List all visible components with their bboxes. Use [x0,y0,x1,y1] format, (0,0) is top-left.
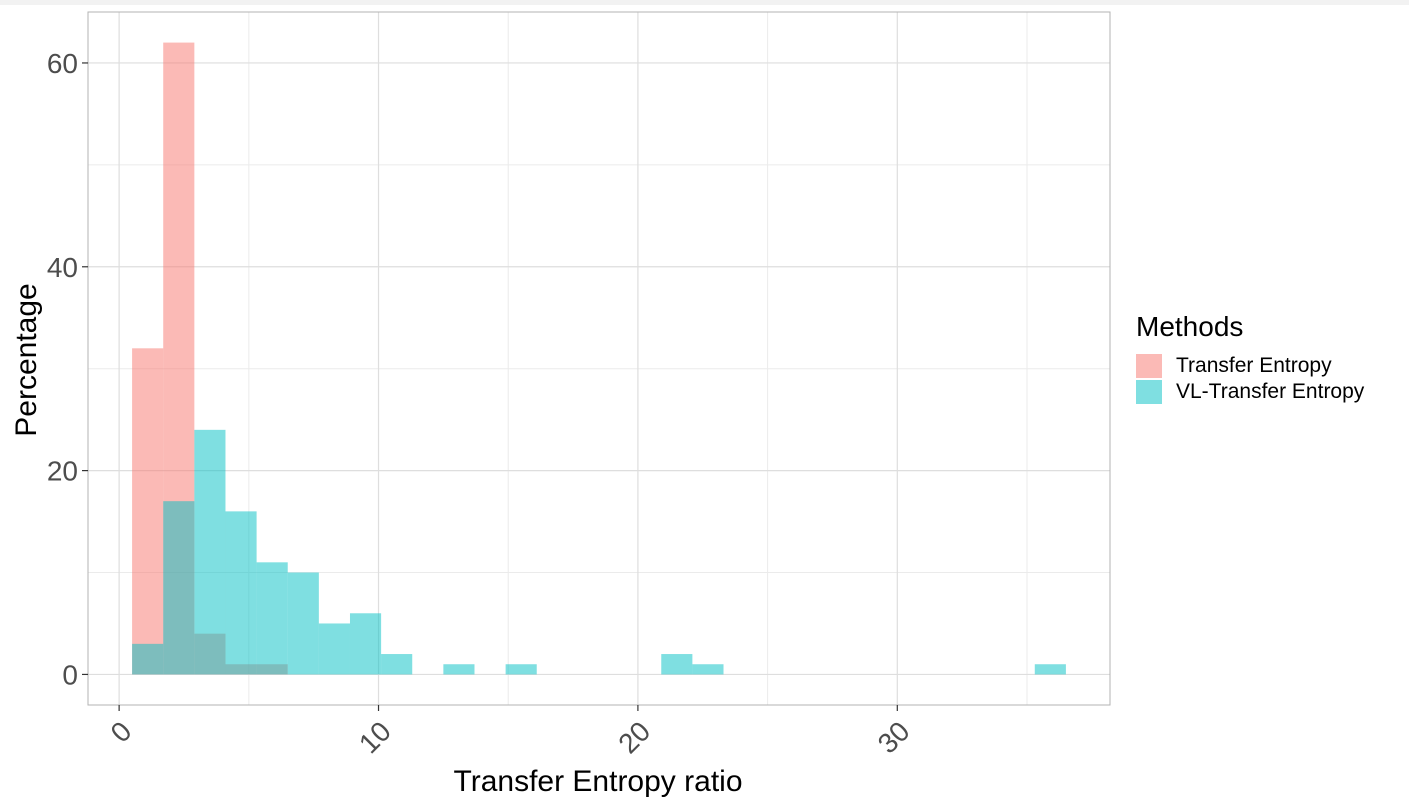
x-tick-label: 10 [353,715,397,759]
bar-vl-transfer-entropy [225,511,257,675]
y-tick-label: 40 [47,252,78,283]
bar-transfer-entropy [132,348,164,675]
panel-border [87,11,1111,706]
top-strip [0,0,1409,5]
bar-vl-transfer-entropy [318,623,350,675]
bar-vl-transfer-entropy [349,613,382,675]
x-tick-label: 20 [612,715,656,759]
bar-vl-transfer-entropy [194,429,226,675]
bar-vl-transfer-entropy [505,664,537,675]
y-tick-label: 60 [47,48,78,79]
y-axis-title: Percentage [10,283,43,436]
bar-vl-transfer-entropy [692,664,724,675]
x-axis-title: Transfer Entropy ratio [454,765,743,798]
bar-vl-transfer-entropy [287,572,319,675]
legend-item-transfer-entropy: Transfer Entropy [1136,353,1364,379]
legend-swatch-transfer-entropy [1136,354,1162,378]
bar-vl-transfer-entropy [381,654,413,675]
grid-major [88,12,1110,705]
legend-item-vl-transfer-entropy: VL-Transfer Entropy [1136,379,1364,405]
bar-vl-transfer-entropy [163,501,195,675]
bar-vl-transfer-entropy [1034,664,1066,675]
legend-label: VL-Transfer Entropy [1176,380,1365,403]
y-tick-label: 20 [47,456,78,487]
y-tick-label: 0 [62,659,78,690]
legend: Methods Transfer Entropy VL-Transfer Ent… [1136,311,1364,405]
legend-swatch-vl-transfer-entropy [1136,380,1162,404]
bar-vl-transfer-entropy [661,654,693,675]
x-tick-label: 0 [105,715,138,748]
y-tick-labels: 0 20 40 60 [47,48,78,690]
legend-title: Methods [1136,311,1244,342]
bar-vl-transfer-entropy [443,664,475,675]
bar-vl-transfer-entropy [132,643,164,675]
bars-vl-transfer-entropy [132,429,1066,675]
x-tick-labels: 0 10 20 30 [105,715,916,759]
bar-vl-transfer-entropy [256,562,288,675]
axis-ticks [82,62,898,711]
x-tick-label: 30 [872,715,916,759]
legend-label: Transfer Entropy [1176,354,1332,377]
